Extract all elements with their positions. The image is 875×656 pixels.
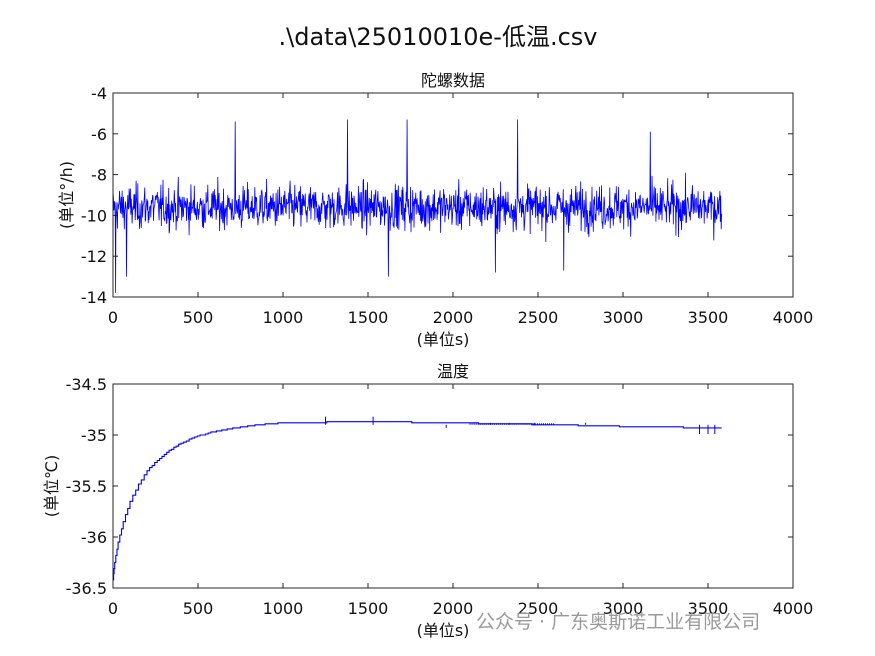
x-axis-label: (单位s) bbox=[417, 621, 470, 640]
y-tick-label: -10 bbox=[81, 206, 107, 225]
temperature-series-line bbox=[113, 421, 722, 581]
y-axis-label: (单位°/h) bbox=[57, 161, 76, 229]
x-tick-label: 1000 bbox=[263, 308, 304, 327]
x-tick-label: 4000 bbox=[773, 599, 814, 618]
x-tick-label: 3500 bbox=[688, 599, 729, 618]
figure-title: .\data\25010010e-低温.csv bbox=[279, 23, 598, 51]
y-tick-label: -12 bbox=[81, 247, 107, 266]
x-tick-label: 3000 bbox=[603, 599, 644, 618]
y-tick-label: -34.5 bbox=[66, 375, 107, 394]
y-tick-label: -35.5 bbox=[66, 477, 107, 496]
x-tick-label: 500 bbox=[183, 308, 214, 327]
x-tick-label: 0 bbox=[108, 308, 118, 327]
x-tick-label: 2500 bbox=[518, 308, 559, 327]
x-tick-label: 500 bbox=[183, 599, 214, 618]
y-tick-label: -36 bbox=[81, 528, 107, 547]
x-tick-label: 1000 bbox=[263, 599, 304, 618]
y-tick-label: -6 bbox=[91, 125, 107, 144]
y-axis-label: (单位℃) bbox=[42, 455, 61, 517]
y-tick-label: -4 bbox=[91, 84, 107, 103]
watermark-text: 公众号 · 广东奥斯诺工业有限公司 bbox=[476, 611, 760, 633]
x-tick-label: 3000 bbox=[603, 308, 644, 327]
temperature-chart: 温度 0 500 1000 1500 2000 2500 3000 3500 4000 -34.5 -… bbox=[42, 362, 813, 640]
x-tick-label: 2000 bbox=[433, 599, 474, 618]
x-tick-label: 0 bbox=[108, 599, 118, 618]
chart-title: 陀螺数据 bbox=[421, 71, 485, 90]
y-tick-label: -14 bbox=[81, 288, 107, 307]
gyro-series-line bbox=[113, 119, 722, 293]
x-tick-label: 2000 bbox=[433, 308, 474, 327]
x-tick-label: 1500 bbox=[348, 308, 389, 327]
x-tick-label: 2500 bbox=[518, 599, 559, 618]
y-tick-label: -8 bbox=[91, 166, 107, 185]
y-tick-label: -35 bbox=[81, 426, 107, 445]
x-tick-label: 4000 bbox=[773, 308, 814, 327]
x-tick-label: 1500 bbox=[348, 599, 389, 618]
gyro-chart: 陀螺数据 0 500 1000 1500 2000 2500 3000 3500 4000 -4 -6… bbox=[57, 71, 813, 349]
y-tick-label: -36.5 bbox=[66, 579, 107, 598]
plot-area bbox=[112, 92, 794, 298]
plot-area bbox=[112, 383, 794, 589]
x-tick-label: 3500 bbox=[688, 308, 729, 327]
x-axis-label: (单位s) bbox=[417, 330, 470, 349]
chart-title: 温度 bbox=[437, 362, 469, 381]
